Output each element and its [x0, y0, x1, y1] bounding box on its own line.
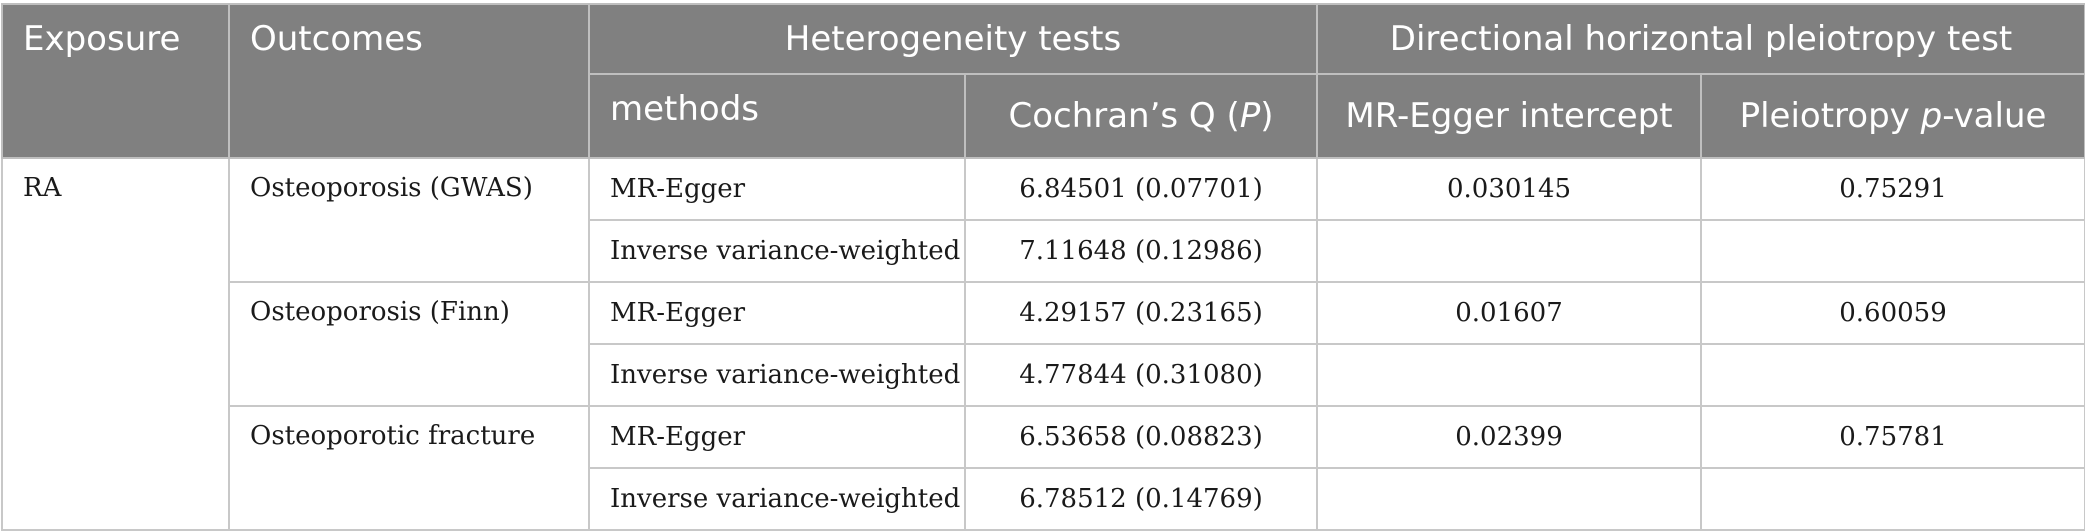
- table-row: Osteoporotic fracture MR-Egger 6.53658 (…: [2, 405, 2085, 531]
- pvalue-cell: 0.75291: [1700, 157, 2085, 221]
- intercept-cell: [1316, 467, 1703, 531]
- method-cell: MR-Egger: [588, 405, 966, 469]
- method-cell: Inverse variance-weighted: [588, 219, 966, 283]
- cochran-cell: 6.84501 (0.07701): [963, 157, 1319, 221]
- outcome-cell: Osteoporotic fracture: [228, 405, 590, 531]
- header-pleiotropy: Directional horizontal pleiotropy test: [1316, 3, 2085, 75]
- method-cell: Inverse variance-weighted: [588, 343, 966, 407]
- intercept-cell: 0.030145: [1316, 157, 1703, 221]
- pvalue-cell: [1700, 343, 2085, 407]
- outcome-cell: Osteoporosis (GWAS): [228, 157, 590, 283]
- method-cell: Inverse variance-weighted: [588, 467, 966, 531]
- intercept-cell: [1316, 219, 1703, 283]
- intercept-cell: 0.02399: [1316, 405, 1703, 469]
- intercept-cell: 0.01607: [1316, 281, 1703, 345]
- header-row-2: methods Cochran’s Q (P) MR-Egger interce…: [2, 73, 2085, 159]
- header-heterogeneity: Heterogeneity tests: [587, 3, 1319, 75]
- header-pleio-prefix: Pleiotropy: [1739, 96, 1921, 136]
- cochran-cell: 7.11648 (0.12986): [963, 219, 1319, 283]
- intercept-cell: [1316, 343, 1703, 407]
- cochran-cell: 6.53658 (0.08823): [963, 405, 1319, 469]
- header-cochran-suffix: ): [1260, 96, 1274, 136]
- exposure-cell: RA: [1, 157, 230, 531]
- pvalue-cell: [1700, 219, 2085, 283]
- header-pleio-p: p: [1920, 96, 1943, 136]
- header-row-1: Exposure Outcomes Heterogeneity tests Di…: [1, 3, 2085, 159]
- outcome-cell: Osteoporosis (Finn): [228, 281, 590, 407]
- pvalue-cell: 0.60059: [1700, 281, 2085, 345]
- header-cochran-p: P: [1239, 96, 1261, 136]
- cochran-cell: 4.29157 (0.23165): [963, 281, 1319, 345]
- header-egger-intercept: MR-Egger intercept: [1316, 73, 1703, 159]
- table-row: Osteoporosis (Finn) MR-Egger 4.29157 (0.…: [2, 281, 2085, 407]
- header-cochran: Cochran’s Q (P): [963, 73, 1319, 159]
- table-row: Inverse variance-weighted 4.77844 (0.310…: [2, 343, 2085, 407]
- cochran-cell: 4.77844 (0.31080): [963, 343, 1319, 407]
- header-cochran-prefix: Cochran’s Q (: [1008, 96, 1240, 136]
- pvalue-cell: [1700, 467, 2085, 531]
- header-pleiotropy-pvalue: Pleiotropy p-value: [1700, 73, 2085, 159]
- header-exposure: Exposure: [1, 3, 230, 159]
- mr-results-table: Exposure Outcomes Heterogeneity tests Di…: [1, 3, 2085, 531]
- header-pleio-suffix: -value: [1942, 96, 2047, 136]
- table-row: Inverse variance-weighted 6.78512 (0.147…: [2, 467, 2085, 531]
- table-row: RA Osteoporosis (GWAS) MR-Egger 6.84501 …: [1, 157, 2085, 531]
- method-cell: MR-Egger: [588, 281, 966, 345]
- cochran-cell: 6.78512 (0.14769): [963, 467, 1319, 531]
- pvalue-cell: 0.75781: [1700, 405, 2085, 469]
- table-row: Inverse variance-weighted 7.11648 (0.129…: [2, 219, 2085, 283]
- method-cell: MR-Egger: [588, 157, 966, 221]
- header-outcomes: Outcomes: [228, 3, 590, 159]
- header-methods: methods: [588, 73, 966, 159]
